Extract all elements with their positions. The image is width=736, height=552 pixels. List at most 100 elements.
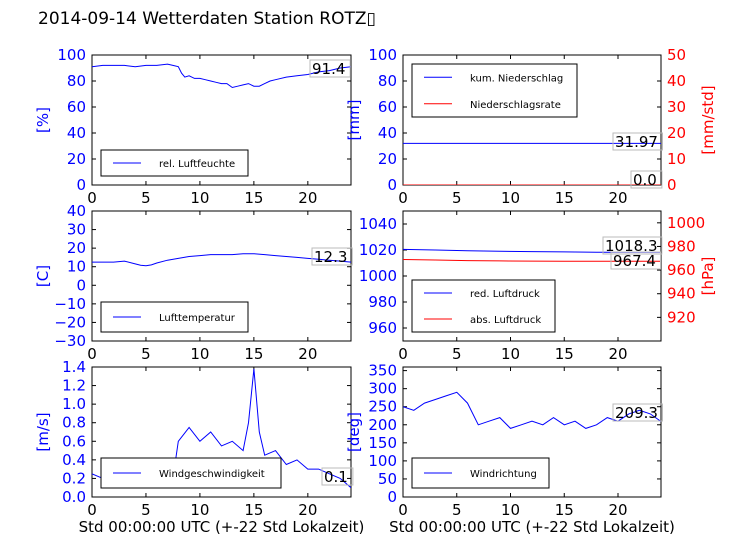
x-tick-label: 15 — [244, 189, 263, 207]
y-tick-label: 300 — [368, 380, 397, 398]
y-axis-label: [C] — [34, 265, 52, 287]
y-axis-label: [%] — [34, 107, 52, 133]
legend-label: Windrichtung — [470, 469, 537, 480]
y-tick-label: 20 — [67, 239, 86, 257]
value-annotation: 12.3 — [311, 247, 353, 266]
y2-tick-label: 20 — [667, 124, 686, 142]
legend-label: Niederschlagsrate — [470, 100, 561, 111]
x-tick-label: 5 — [452, 189, 462, 207]
plot-frame — [91, 210, 352, 342]
y2-tick-label: 940 — [667, 285, 696, 303]
annotation-text: 0.0 — [633, 171, 657, 189]
annotation-text: 1018.3 — [605, 237, 658, 255]
y2-tick-label: 980 — [667, 237, 696, 255]
y-tick-label: 100 — [57, 46, 86, 64]
y-tick-label: 1.4 — [62, 358, 86, 376]
y2-tick-label: 0 — [667, 176, 677, 194]
y-tick-label: 100 — [368, 46, 397, 64]
figure-title: 2014-09-14 Wetterdaten Station ROTZ▯ — [38, 9, 376, 29]
y-tick-label: 0.2 — [62, 469, 86, 487]
x-tick-label: 10 — [190, 345, 209, 363]
y-tick-label: 40 — [67, 202, 86, 220]
annotation-text: 209.3 — [615, 404, 658, 422]
y-tick-label: 0.8 — [62, 414, 86, 432]
panel-3: 0 5 10 15 20−30−20−10010203040[C]Lufttempera… — [34, 202, 353, 363]
legend-box — [411, 279, 556, 333]
annotation-box — [311, 247, 353, 266]
panel-2: 0 5 10 15 20 0 20 40 60 80 100 0 10 20 30 40 50 [mm] [mm/s… — [345, 46, 717, 207]
y2-tick-label: 40 — [667, 72, 686, 90]
x-tick-label: 15 — [244, 345, 263, 363]
x-tick-label: 20 — [298, 189, 317, 207]
y-axis-label: [mm] — [345, 100, 363, 141]
x-tick-label: 0 — [87, 189, 97, 207]
annotation-text: 31.97 — [615, 133, 658, 151]
plot-frame — [402, 366, 662, 498]
y-tick-label: 1.0 — [62, 395, 86, 413]
x-tick-label: 15 — [244, 501, 263, 519]
value-annotation: 209.3 — [612, 403, 663, 422]
y-tick-label: 200 — [368, 416, 397, 434]
y-tick-label: 10 — [67, 258, 86, 276]
y-tick-label: 980 — [368, 293, 397, 311]
x-tick-label: 20 — [298, 501, 317, 519]
y-tick-label: 0 — [76, 276, 86, 294]
y-tick-label: 1000 — [359, 267, 397, 285]
y-tick-label: −30 — [54, 332, 86, 350]
legend-label: rel. Luftfeuchte — [159, 159, 235, 170]
y2-axis-label: [hPa] — [699, 257, 717, 296]
x-tick-label: 10 — [190, 501, 209, 519]
y-tick-label: 80 — [67, 72, 86, 90]
x-tick-label: 10 — [190, 189, 209, 207]
x-tick-label: 0 — [87, 345, 97, 363]
annotation-box — [612, 403, 663, 422]
y-tick-label: 1020 — [359, 241, 397, 259]
x-tick-label: 15 — [555, 189, 574, 207]
annotation-box — [321, 467, 354, 486]
y-tick-label: 50 — [378, 470, 397, 488]
value-annotation: 91.4 — [309, 59, 351, 78]
y2-tick-label: 920 — [667, 308, 696, 326]
x-tick-label: 15 — [555, 345, 574, 363]
y-tick-label: 0 — [387, 176, 397, 194]
value-annotation: 1018.3 — [602, 236, 663, 255]
panel-1: 0 5 10 15 20 0 20 40 60 80 100 [%] rel. Luftfeuchte 9… — [34, 46, 352, 207]
x-tick-label: 20 — [298, 345, 317, 363]
annotation-box — [309, 59, 351, 78]
legend-label: kum. Niederschlag — [470, 73, 563, 84]
annotation-box — [602, 236, 663, 255]
x-tick-label: 20 — [608, 501, 627, 519]
y-tick-label: 40 — [67, 124, 86, 142]
y-tick-label: 0.0 — [62, 488, 86, 506]
annotation-text: 0.1 — [324, 468, 348, 486]
y-tick-label: 30 — [67, 221, 86, 239]
x-tick-label: 20 — [608, 345, 627, 363]
x-axis-label: Std 00:00:00 UTC (+-22 Std Lokalzeit) — [389, 518, 675, 536]
y-tick-label: 350 — [368, 362, 397, 380]
y-tick-label: −10 — [54, 295, 86, 313]
legend: kum. Niederschlag Niederschlagsrate — [411, 63, 578, 118]
annotation-text: 967.4 — [613, 252, 656, 270]
legend: Windrichtung — [411, 457, 550, 489]
y-tick-label: 1040 — [359, 215, 397, 233]
y-tick-label: 0 — [387, 488, 397, 506]
y2-tick-label: 960 — [667, 261, 696, 279]
annotation-text: 91.4 — [312, 60, 345, 78]
y-tick-label: 20 — [67, 150, 86, 168]
y-tick-label: 60 — [67, 98, 86, 116]
x-tick-label: 0 — [398, 501, 408, 519]
legend-box — [411, 63, 578, 118]
series-line — [403, 259, 661, 262]
annotation-box — [612, 132, 663, 151]
y-tick-label: 960 — [368, 319, 397, 337]
y-tick-label: 0 — [76, 176, 86, 194]
x-tick-label: 10 — [501, 345, 520, 363]
y2-axis-label: [mm/std] — [699, 85, 717, 154]
legend: red. Luftdruck abs. Luftdruck — [411, 279, 556, 333]
x-tick-label: 20 — [608, 189, 627, 207]
x-tick-label: 15 — [555, 501, 574, 519]
x-tick-label: 0 — [398, 189, 408, 207]
annotation-box — [630, 170, 663, 189]
x-tick-label: 0 — [87, 501, 97, 519]
